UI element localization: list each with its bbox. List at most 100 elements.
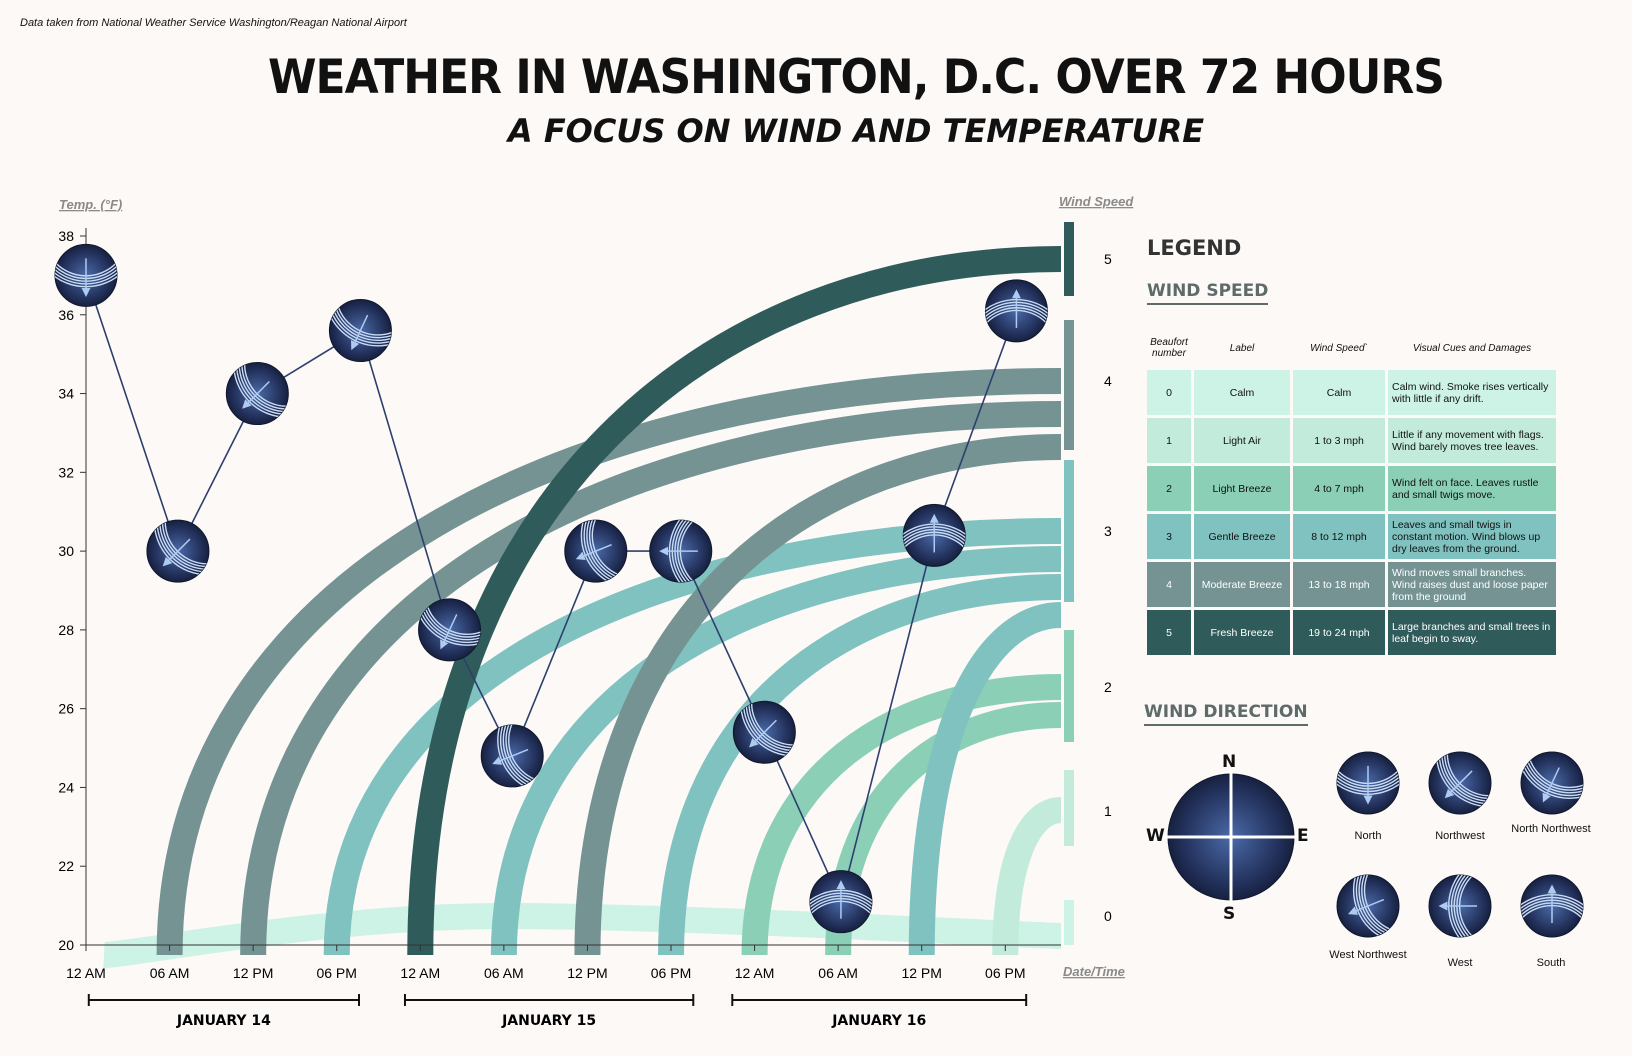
wind-marker: [146, 519, 210, 583]
marker-stripe: [580, 520, 627, 583]
wind-marker: [649, 519, 713, 583]
marker-stripe: [505, 724, 544, 786]
dir-label-nnw: North Northwest: [1511, 823, 1591, 835]
wind-direction-heading: WIND DIRECTION: [1144, 702, 1308, 726]
marker-stripe: [1352, 875, 1399, 937]
marker-stripes: [580, 520, 627, 583]
marker-stripe: [586, 520, 627, 583]
source-note: Data taken from National Weather Service…: [20, 17, 407, 29]
marker-arrow: [1542, 767, 1560, 803]
marker-stripe: [591, 520, 627, 579]
x-tick-label: 06 PM: [985, 965, 1025, 981]
beaufort-speed: 1 to 3 mph: [1293, 418, 1385, 463]
beaufort-label: Calm: [1194, 370, 1290, 415]
marker-stripe: [418, 598, 481, 646]
wind-level-bar: [1064, 222, 1074, 296]
y-tick-label: 26: [58, 701, 74, 717]
beaufort-num: 2: [1147, 466, 1191, 511]
marker-stripe: [1361, 875, 1399, 936]
wind-level-bar: [1064, 770, 1074, 846]
legend-title: LEGEND: [1147, 236, 1242, 260]
dir-label-northwest: Northwest: [1435, 830, 1485, 842]
compass-s: S: [1223, 904, 1236, 924]
wind-arc: [992, 797, 1063, 956]
wind-arc: [240, 401, 1062, 956]
wind-level-bar: [1064, 630, 1074, 742]
wind-arc: [658, 574, 1062, 956]
dir-label-west: West: [1447, 957, 1473, 969]
marker-arrow: [1444, 770, 1473, 799]
y2-tick-label: 2: [1104, 679, 1112, 695]
wind-arc: [323, 518, 1062, 956]
marker-stripe: [1363, 875, 1399, 934]
marker-stripe: [418, 598, 481, 644]
wind-marker: [809, 870, 873, 934]
x-tick-label: 12 PM: [233, 965, 273, 981]
beaufort-label: Fresh Breeze: [1194, 610, 1290, 655]
wind-marker: [328, 299, 392, 363]
compass-w: W: [1146, 826, 1165, 846]
day-label: JANUARY 16: [831, 1013, 926, 1029]
x-tick-label: 12 AM: [735, 965, 775, 981]
y2-tick-label: 0: [1104, 908, 1112, 924]
x-tick-label: 06 PM: [316, 965, 356, 981]
table-row: 2 Light Breeze 4 to 7 mph Wind felt on face…: [1147, 466, 1556, 511]
wind-level-bar: [1064, 320, 1074, 450]
marker-arrow: [575, 544, 612, 560]
beaufort-label: Moderate Breeze: [1194, 562, 1290, 607]
marker-stripe: [1526, 752, 1583, 789]
x-tick-label: 12 AM: [400, 965, 440, 981]
marker-arrow: [749, 719, 777, 748]
beaufort-table: Beaufort number Label Wind Speed` Visual…: [1144, 326, 1559, 658]
wind-level-bar: [1064, 460, 1074, 602]
compass-n: N: [1222, 752, 1237, 772]
x-tick-label: 06 AM: [818, 965, 858, 981]
marker-stripe: [1521, 752, 1583, 797]
y-tick-label: 28: [58, 622, 74, 638]
marker-stripe: [332, 299, 392, 339]
page-subtitle: A FOCUS ON WIND AND TEMPERATURE: [507, 112, 1205, 150]
y-tick-label: 22: [58, 858, 74, 874]
x-tick-label: 12 AM: [66, 965, 106, 981]
beaufort-speed: Calm: [1293, 370, 1385, 415]
marker-stripe: [1524, 752, 1583, 791]
x-tick-label: 06 AM: [484, 965, 524, 981]
marker-stripe: [421, 598, 481, 638]
wind-marker: [225, 362, 289, 426]
table-row: 4 Moderate Breeze 13 to 18 mph Wind moves s…: [1147, 562, 1556, 607]
marker-stripe: [588, 520, 627, 582]
x-tick-label: 06 AM: [150, 965, 190, 981]
wind-speed-heading: WIND SPEED: [1147, 281, 1269, 305]
direction-icon-north: [1336, 751, 1400, 815]
beaufort-num: 4: [1147, 562, 1191, 607]
beaufort-cue: Little if any movement with flags. Wind …: [1388, 418, 1556, 463]
marker-stripe: [502, 724, 544, 787]
y-tick-label: 38: [58, 228, 74, 244]
wind-marker: [984, 279, 1048, 343]
wind-marker: [480, 724, 544, 788]
beaufort-label: Gentle Breeze: [1194, 514, 1290, 559]
beaufort-cue: Wind felt on face. Leaves rustle and sma…: [1388, 466, 1556, 511]
wind-arcs: [103, 222, 1074, 968]
y-tick-label: 36: [58, 307, 74, 323]
table-row: 5 Fresh Breeze 19 to 24 mph Large branches …: [1147, 610, 1556, 655]
marker-stripe: [418, 598, 481, 641]
beaufort-num: 5: [1147, 610, 1191, 655]
col-label: Label: [1229, 342, 1255, 354]
y2-tick-label: 3: [1104, 523, 1112, 539]
marker-stripe: [1521, 752, 1583, 799]
wind-arc: [908, 602, 1062, 956]
compass-e: E: [1297, 826, 1309, 846]
marker-stripe: [497, 724, 544, 787]
table-row: 3 Gentle Breeze 8 to 12 mph Leaves and smal…: [1147, 514, 1556, 559]
table-header-row: Beaufort number Label Wind Speed` Visual…: [1147, 329, 1556, 367]
marker-stripe: [329, 299, 392, 347]
direction-icon-south: [1520, 874, 1584, 938]
x-tick-label: 12 PM: [901, 965, 941, 981]
dir-label-south: South: [1536, 957, 1566, 969]
beaufort-cue: Large branches and small trees in leaf b…: [1388, 610, 1556, 655]
marker-stripe: [1358, 875, 1399, 937]
marker-arrow: [242, 380, 270, 409]
table-row: 0 Calm Calm Calm wind. Smoke rises vertical…: [1147, 370, 1556, 415]
marker-arrow: [1348, 898, 1385, 915]
